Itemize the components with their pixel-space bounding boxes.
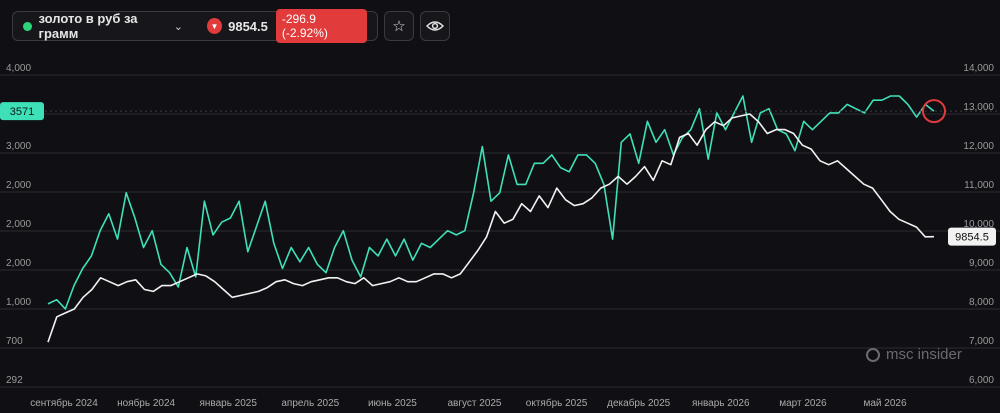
visibility-button[interactable] <box>420 11 450 41</box>
x-axis-tick: июнь 2025 <box>368 398 417 409</box>
last-value-label-right: 9854.5 <box>955 232 989 244</box>
price-change-badge: -296.9 (-2.92%) <box>275 9 367 43</box>
right-axis-tick: 7,000 <box>969 336 994 347</box>
left-axis-tick: 3,000 <box>6 141 31 152</box>
right-axis-tick: 10,000 <box>963 219 994 230</box>
left-axis-tick: 4,000 <box>6 63 31 74</box>
left-axis-tick: 700 <box>6 336 23 347</box>
series-line-1 <box>47 113 935 343</box>
favorite-button[interactable]: ☆ <box>384 11 414 41</box>
right-axis-tick: 8,000 <box>969 297 994 308</box>
status-dot <box>23 21 32 31</box>
last-value-label-left: 3571 <box>10 106 34 118</box>
x-axis-tick: май 2026 <box>863 398 906 409</box>
right-axis-tick: 11,000 <box>964 180 994 191</box>
last-value-badge-right <box>948 227 996 246</box>
triangle-down-icon: ▼ <box>206 18 223 34</box>
x-axis-tick: октябрь 2025 <box>526 397 588 409</box>
left-axis-tick: 292 <box>6 375 23 386</box>
logo-icon <box>866 347 880 362</box>
right-axis-tick: 13,000 <box>963 102 994 113</box>
highlight-circle <box>922 99 946 124</box>
last-value-badge-left <box>0 102 44 121</box>
x-axis-tick: январь 2025 <box>199 398 257 409</box>
star-icon: ☆ <box>392 18 406 35</box>
x-axis-tick: март 2026 <box>779 398 827 409</box>
eye-icon <box>426 21 444 31</box>
left-axis-tick: 2,000 <box>6 180 31 191</box>
x-axis-tick: август 2025 <box>447 398 501 409</box>
right-axis-tick: 6,000 <box>969 375 994 386</box>
x-axis-tick: январь 2026 <box>692 398 750 409</box>
top-toolbar: золото в руб за грамм ⌄ ▼ 9854.5 -296.9 … <box>12 9 450 43</box>
left-axis-tick: 2,000 <box>6 219 31 230</box>
left-axis-tick: 1,000 <box>6 297 31 308</box>
x-axis-tick: ноябрь 2024 <box>117 397 175 409</box>
x-axis-tick: апрель 2025 <box>281 398 339 409</box>
right-axis-tick: 9,000 <box>969 258 994 269</box>
chevron-down-icon[interactable]: ⌄ <box>173 20 183 33</box>
instrument-selector[interactable]: золото в руб за грамм ⌄ ▼ 9854.5 -296.9 … <box>12 9 378 43</box>
current-price: 9854.5 <box>228 18 268 34</box>
right-axis-tick: 14,000 <box>963 63 994 74</box>
right-axis-tick: 12,000 <box>963 141 994 152</box>
x-axis-tick: декабрь 2025 <box>607 397 671 409</box>
left-axis-tick: 2,000 <box>6 258 31 269</box>
watermark-logo: msc insider <box>866 346 962 363</box>
watermark-text: msc insider <box>886 346 962 363</box>
x-axis-tick: сентябрь 2024 <box>30 397 98 409</box>
instrument-name: золото в руб за грамм <box>38 11 138 41</box>
series-line-0 <box>47 95 935 310</box>
